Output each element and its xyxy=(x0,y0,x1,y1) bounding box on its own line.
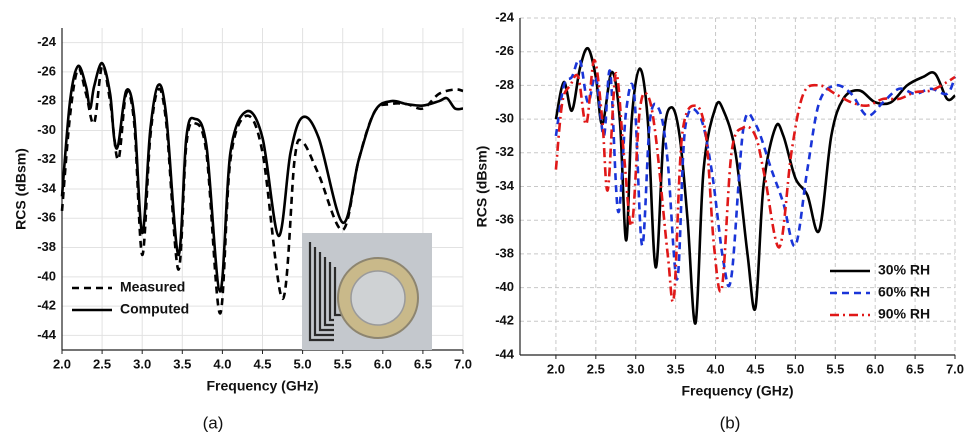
x-tick-label: 4.0 xyxy=(213,356,231,371)
y-tick-label: -40 xyxy=(495,279,514,294)
y-tick-label: -44 xyxy=(37,327,57,342)
y-axis-label: RCS (dBsm) xyxy=(13,148,29,230)
chart-b: -24 -26 -28 -30 -32 -34 -36 -38 -40 -42 -44 2.0 2.5 3… xyxy=(474,9,964,432)
x-tick-label: 2.5 xyxy=(587,361,605,376)
x-tick-label: 6.0 xyxy=(374,356,392,371)
x-tick-label: 2.5 xyxy=(93,356,111,371)
x-tick-label: 5.0 xyxy=(294,356,312,371)
x-tick-label: 2.0 xyxy=(53,356,71,371)
series-line xyxy=(554,58,957,288)
y-tick-label: -38 xyxy=(495,245,514,260)
x-tick-label: 3.0 xyxy=(627,361,645,376)
y-tick-label: -32 xyxy=(495,144,514,159)
series-line xyxy=(60,61,464,293)
y-tick-label: -26 xyxy=(37,63,56,78)
caption: (a) xyxy=(203,413,224,432)
x-tick-label: 5.5 xyxy=(826,361,844,376)
x-tick-label: 2.0 xyxy=(547,361,565,376)
series-line xyxy=(554,47,956,325)
y-tick-label: -32 xyxy=(37,151,56,166)
y-tick-label: -24 xyxy=(495,9,515,24)
x-tick-label: 5.0 xyxy=(786,361,804,376)
x-axis-label: Frequency (GHz) xyxy=(206,378,318,394)
x-tick-label: 7.0 xyxy=(454,356,472,371)
y-tick-label: -34 xyxy=(37,180,57,195)
y-tick-label: -36 xyxy=(495,212,514,227)
y-tick-label: -38 xyxy=(37,239,56,254)
y-tick-label: -36 xyxy=(37,210,56,225)
x-axis-label: Frequency (GHz) xyxy=(681,383,793,399)
x-tick-label: 4.0 xyxy=(707,361,725,376)
y-tick-label: -30 xyxy=(37,122,56,137)
x-tick-label: 5.5 xyxy=(334,356,352,371)
x-tick-label: 3.5 xyxy=(173,356,191,371)
y-tick-label: -28 xyxy=(495,77,514,92)
legend-label: 60% RH xyxy=(878,284,930,300)
inset-photo xyxy=(302,233,432,350)
x-tick-label: 4.5 xyxy=(746,361,764,376)
x-tick-label: 7.0 xyxy=(946,361,964,376)
y-tick-label: -44 xyxy=(495,346,515,361)
legend-label: Measured xyxy=(120,279,185,295)
series-line xyxy=(554,58,956,304)
x-tick-label: 6.5 xyxy=(414,356,432,371)
y-tick-label: -42 xyxy=(37,298,56,313)
y-tick-label: -28 xyxy=(37,93,56,108)
y-tick-label: -26 xyxy=(495,43,514,58)
x-tick-label: 3.5 xyxy=(667,361,685,376)
y-tick-label: -42 xyxy=(495,313,514,328)
legend-label: 90% RH xyxy=(878,306,930,322)
caption: (b) xyxy=(720,413,741,432)
legend-label: 30% RH xyxy=(878,262,930,278)
x-tick-label: 6.0 xyxy=(866,361,884,376)
x-tick-label: 4.5 xyxy=(253,356,271,371)
y-tick-label: -34 xyxy=(495,178,515,193)
x-tick-label: 3.0 xyxy=(133,356,151,371)
y-tick-label: -30 xyxy=(495,111,514,126)
y-tick-label: -24 xyxy=(37,34,57,49)
chart-a: -24 -26 -28 -30 -32 -34 -36 -38 -40 -42 -44 2.0 2.5 3… xyxy=(13,28,472,432)
y-axis-label: RCS (dBsm) xyxy=(474,146,490,228)
x-tick-label: 6.5 xyxy=(906,361,924,376)
legend-label: Computed xyxy=(120,301,189,317)
y-tick-label: -40 xyxy=(37,268,56,283)
